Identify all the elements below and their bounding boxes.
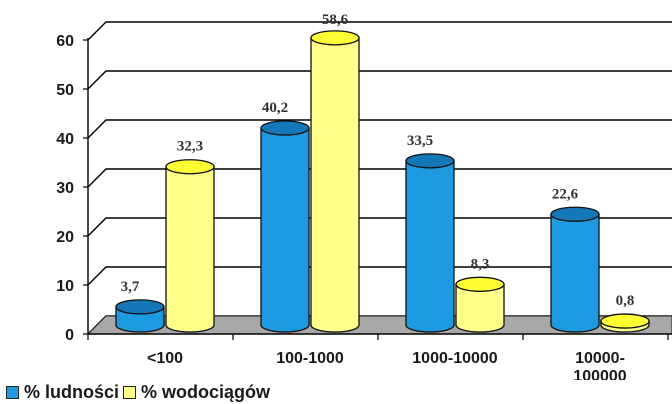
bar-top [260, 120, 310, 136]
gridline [87, 168, 672, 188]
legend-item-ludnosci: % ludności [6, 382, 119, 403]
value-axis: 0 10 20 30 40 50 60 [56, 33, 672, 344]
bar-body [165, 166, 215, 333]
bar-body [310, 37, 360, 333]
gridline [87, 266, 672, 286]
bar-wodociagow [310, 30, 360, 333]
category-label: <100 [147, 350, 183, 367]
bar-body [455, 283, 505, 333]
gridline [87, 70, 672, 90]
bar-ludnosci [115, 299, 165, 333]
data-label: 22,6 [552, 186, 579, 202]
category-label: 10000-100000 [573, 350, 626, 380]
category-label: 1000-10000 [412, 350, 498, 367]
bar-top [165, 159, 215, 175]
data-label: 0,8 [616, 293, 635, 309]
data-label: 33,5 [407, 133, 433, 149]
category-label: 100-1000 [276, 350, 344, 367]
bar-top [600, 313, 650, 329]
data-labels: 3,7 40,2 33,5 22,6 32,3 58,6 8,3 0,8 [121, 12, 635, 309]
bar-body [405, 160, 455, 333]
gridline [87, 21, 672, 41]
y-tick-label: 0 [65, 327, 74, 344]
bar-top [115, 299, 165, 315]
legend-swatch-wodociagow [123, 385, 137, 399]
legend-label-ludnosci: % ludności [24, 381, 120, 402]
chart-canvas: 0 10 20 30 40 50 60 3,7 40,2 33,5 22,6 32,3 58,6 8,3… [56, 12, 672, 380]
y-tick-label: 50 [56, 82, 74, 99]
legend: % ludności % wodociągów [6, 380, 274, 404]
bar-wodociagow [165, 159, 215, 333]
bar-body [550, 213, 600, 333]
bar-top [310, 30, 360, 46]
y-tick-label: 40 [56, 131, 74, 148]
data-label: 40,2 [262, 100, 288, 116]
bar-top [405, 153, 455, 169]
data-label: 8,3 [471, 256, 490, 272]
legend-item-wodociagow: % wodociągów [123, 382, 270, 403]
bar-wodociagow [455, 276, 505, 333]
bar-ludnosci [405, 153, 455, 333]
data-label: 3,7 [121, 279, 140, 295]
y-tick-label: 20 [56, 229, 74, 246]
gridline [87, 119, 672, 139]
bar-body [260, 127, 310, 333]
bars [115, 30, 650, 333]
y-tick-label: 10 [56, 278, 74, 295]
y-tick-label: 60 [56, 33, 74, 50]
legend-label-wodociagow: % wodociągów [141, 381, 271, 402]
gridlines [87, 21, 672, 335]
data-label: 32,3 [177, 139, 203, 155]
y-tick-label: 30 [56, 180, 74, 197]
bar-ludnosci [260, 120, 310, 333]
bar-wodociagow [600, 313, 650, 333]
bar-top [550, 206, 600, 222]
category-axis: <100 100-1000 1000-10000 10000-100000 [87, 334, 669, 380]
bar-top [455, 276, 505, 292]
bar-ludnosci [550, 206, 600, 333]
gridline [87, 217, 672, 237]
data-label: 58,6 [322, 12, 349, 28]
legend-swatch-ludnosci [6, 385, 19, 399]
